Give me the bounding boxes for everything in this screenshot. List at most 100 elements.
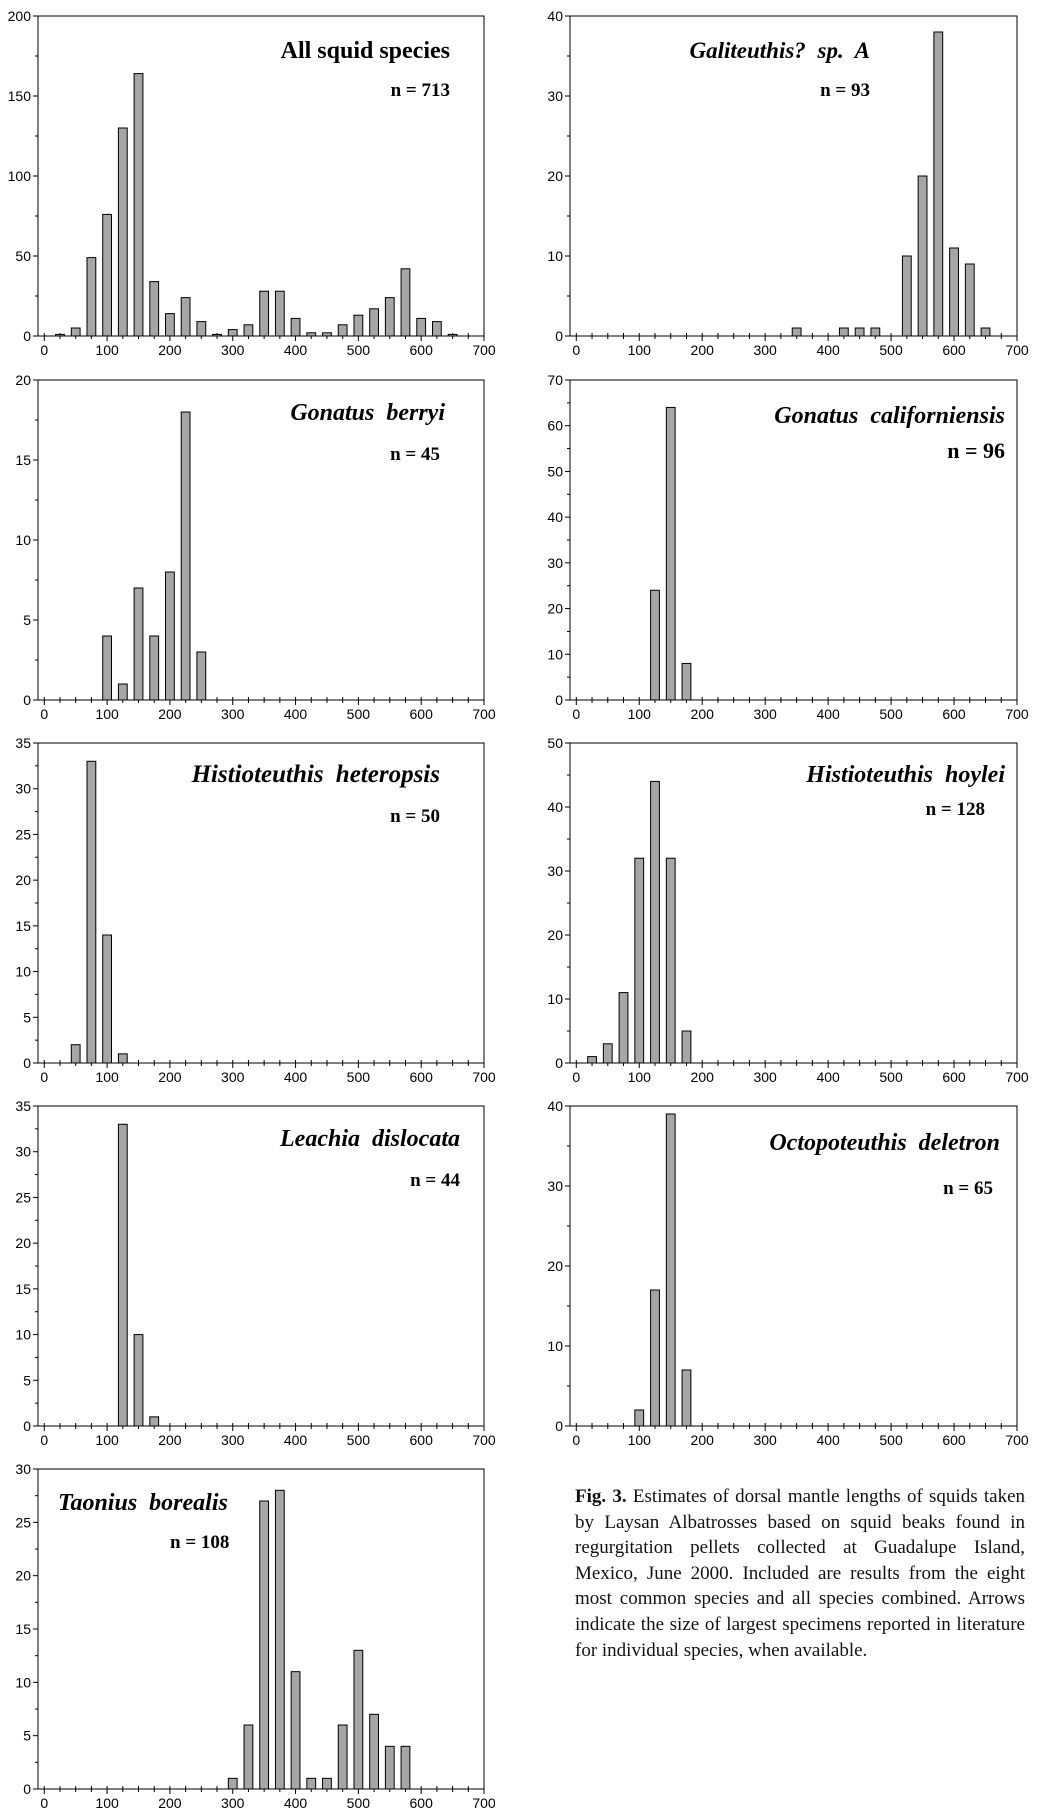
bar: [901, 255, 912, 337]
x-tick-label: 500: [347, 1069, 371, 1085]
x-tick-label: 300: [221, 1069, 245, 1085]
panel-title: All squid species: [281, 38, 450, 64]
x-tick-label: 200: [691, 342, 715, 358]
x-tick-label: 300: [221, 706, 245, 722]
bar: [791, 327, 802, 337]
y-tick-label: 30: [547, 555, 563, 571]
sample-size-label: n = 128: [926, 799, 985, 820]
x-tick-label: 400: [284, 706, 308, 722]
bar: [55, 333, 65, 337]
y-tick-label: 20: [15, 1568, 31, 1584]
x-tick-label: 700: [1005, 342, 1029, 358]
bar: [117, 683, 128, 701]
y-tick-label: 5: [23, 1372, 31, 1388]
x-tick-label: 400: [284, 342, 308, 358]
bar: [337, 1724, 348, 1790]
y-tick-label: 30: [547, 1178, 563, 1194]
x-tick-label: 500: [347, 706, 371, 722]
y-tick-label: 10: [547, 991, 563, 1007]
x-tick-label: 200: [158, 342, 182, 358]
bar: [117, 1123, 128, 1427]
y-tick-label: 40: [547, 509, 563, 525]
bar: [400, 268, 411, 337]
x-tick-label: 600: [942, 342, 966, 358]
y-tick-label: 60: [547, 418, 563, 434]
chart-panel-1: 0 50 100 150 200 0 100 200 300 400 500 600 700 All sq…: [8, 8, 496, 358]
x-tick-label: 400: [816, 342, 840, 358]
bar: [274, 1489, 285, 1790]
x-tick-label: 0: [40, 1795, 48, 1811]
y-tick-label: 15: [15, 452, 31, 468]
bar: [650, 1289, 660, 1427]
bar: [165, 571, 175, 701]
x-tick-label: 600: [410, 1795, 434, 1811]
y-tick-label: 40: [547, 799, 563, 815]
bar: [980, 327, 991, 337]
y-tick-label: 10: [15, 532, 31, 548]
y-tick-label: 70: [547, 372, 563, 388]
panel-title: Histioteuthis hoylei: [805, 762, 1005, 788]
x-tick-label: 400: [816, 1069, 840, 1085]
x-tick-label: 100: [95, 706, 119, 722]
bar: [196, 321, 207, 337]
y-tick-label: 50: [547, 735, 563, 751]
y-tick-label: 35: [15, 735, 31, 751]
bar: [133, 587, 144, 701]
x-tick-label: 400: [284, 1432, 308, 1448]
x-tick-label: 0: [572, 342, 580, 358]
x-tick-label: 700: [472, 706, 496, 722]
x-tick-label: 500: [879, 342, 903, 358]
x-tick-label: 100: [95, 1795, 119, 1811]
bar: [634, 857, 645, 1064]
bar: [243, 1724, 254, 1790]
bar: [243, 324, 254, 337]
x-tick-label: 200: [158, 1069, 182, 1085]
x-tick-label: 500: [879, 1432, 903, 1448]
bar: [964, 263, 975, 337]
bar: [70, 1044, 81, 1064]
x-tick-label: 600: [410, 1069, 434, 1085]
x-tick-label: 300: [221, 342, 245, 358]
x-tick-label: 700: [472, 1795, 496, 1811]
x-tick-label: 300: [221, 1432, 245, 1448]
x-tick-label: 600: [410, 342, 434, 358]
y-tick-label: 50: [547, 463, 563, 479]
y-tick-label: 10: [547, 248, 563, 264]
y-tick-label: 40: [547, 1098, 563, 1114]
panel-title: Gonatus berryi: [290, 400, 445, 426]
bar: [133, 1334, 144, 1427]
x-tick-label: 100: [95, 342, 119, 358]
x-tick-label: 500: [879, 706, 903, 722]
y-tick-label: 30: [15, 1144, 31, 1160]
bar: [369, 1713, 379, 1790]
sample-size-label: n = 93: [820, 80, 870, 101]
y-tick-label: 10: [15, 1674, 31, 1690]
y-tick-label: 20: [15, 1235, 31, 1251]
y-tick-label: 5: [23, 612, 31, 628]
x-tick-label: 0: [40, 342, 48, 358]
x-tick-label: 400: [284, 1795, 308, 1811]
y-tick-label: 15: [15, 1281, 31, 1297]
bar: [165, 313, 175, 337]
x-tick-label: 100: [628, 1069, 652, 1085]
x-tick-label: 100: [628, 706, 652, 722]
x-tick-label: 0: [572, 706, 580, 722]
x-tick-label: 300: [753, 1069, 777, 1085]
y-tick-label: 5: [23, 1009, 31, 1025]
bar: [70, 327, 81, 337]
x-tick-label: 200: [158, 706, 182, 722]
bar: [854, 327, 865, 337]
x-tick-label: 600: [942, 706, 966, 722]
sample-size-label: n = 45: [390, 444, 440, 465]
bar: [602, 1043, 613, 1064]
bar: [306, 332, 317, 337]
x-tick-label: 0: [40, 1432, 48, 1448]
bar: [306, 1777, 317, 1790]
x-tick-label: 700: [472, 1069, 496, 1085]
sample-size-label: n = 65: [943, 1178, 993, 1199]
bar: [337, 324, 348, 337]
